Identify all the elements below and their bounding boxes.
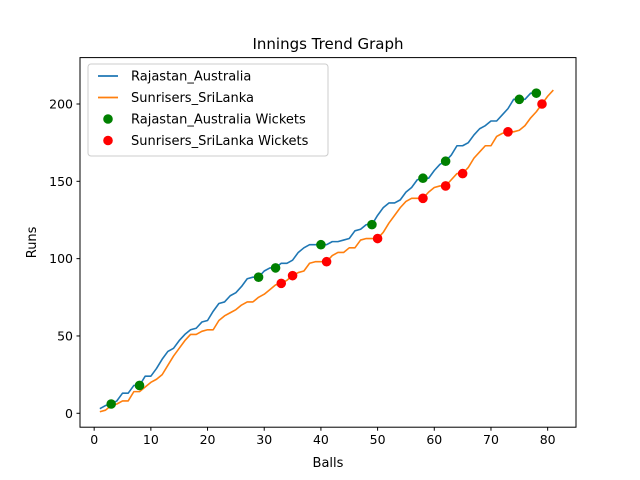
wicket-point-rajastan-australia-wickets: [134, 380, 145, 391]
x-tick-label: 30: [256, 432, 272, 447]
wicket-point-rajastan-australia-wickets: [367, 219, 377, 230]
wicket-point-rajastan-australia-wickets: [270, 263, 281, 273]
series-layer: [99, 88, 554, 413]
wicket-point-sunrisers-srilanka-wickets: [537, 99, 547, 109]
x-tick-label: 20: [200, 432, 216, 447]
legend-label: Rajastan_Australia Wickets: [131, 113, 306, 128]
legend-box: [87, 63, 329, 157]
wicket-point-rajastan-australia-wickets: [316, 239, 326, 250]
wicket-point-sunrisers-srilanka-wickets: [287, 270, 298, 281]
x-axis: 0 10 20 30 40 50 60 70 80: [90, 427, 556, 447]
y-tick-label: 50: [57, 328, 73, 343]
y-axis: 0 50 100 150 200: [49, 96, 80, 421]
legend-label: Sunrisers_SriLanka: [131, 91, 254, 106]
y-tick-label: 150: [49, 174, 73, 189]
wicket-point-sunrisers-srilanka-wickets: [418, 193, 428, 204]
y-tick-label: 200: [49, 96, 73, 111]
wicket-point-sunrisers-srilanka-wickets: [457, 168, 468, 179]
chart-title: Innings Trend Graph: [252, 35, 403, 53]
wicket-point-rajastan-australia-wickets: [106, 399, 116, 409]
wicket-point-rajastan-australia-wickets: [531, 88, 542, 98]
wicket-point-sunrisers-srilanka-wickets: [276, 278, 287, 289]
wicket-point-rajastan-australia-wickets: [418, 173, 428, 184]
x-axis-label: Balls: [313, 456, 344, 471]
wicket-point-sunrisers-srilanka-wickets: [321, 256, 332, 267]
wicket-point-sunrisers-srilanka-wickets: [440, 181, 451, 191]
wicket-point-sunrisers-srilanka-wickets: [503, 127, 513, 137]
wicket-point-rajastan-australia-wickets: [440, 156, 451, 167]
y-tick-label: 0: [65, 406, 73, 421]
y-axis-label: Runs: [25, 226, 40, 258]
x-tick-label: 70: [483, 432, 499, 447]
plot-border: [79, 57, 577, 428]
legend-swatch-marker: [103, 114, 113, 124]
wicket-point-rajastan-australia-wickets: [514, 94, 525, 105]
wicket-point-rajastan-australia-wickets: [253, 272, 264, 282]
x-tick-label: 10: [143, 432, 159, 447]
legend-label: Sunrisers_SriLanka Wickets: [131, 134, 309, 149]
legend: Rajastan_Australia Sunrisers_SriLanka Raja…: [87, 63, 329, 157]
x-tick-label: 80: [540, 432, 556, 447]
y-tick-label: 100: [49, 251, 73, 266]
x-tick-label: 60: [426, 432, 442, 447]
legend-swatch-marker: [103, 135, 113, 146]
x-tick-label: 40: [313, 432, 329, 447]
legend-label: Rajastan_Australia: [131, 70, 251, 85]
x-tick-label: 50: [370, 432, 386, 447]
wicket-point-sunrisers-srilanka-wickets: [372, 233, 383, 244]
x-tick-label: 0: [90, 432, 98, 447]
